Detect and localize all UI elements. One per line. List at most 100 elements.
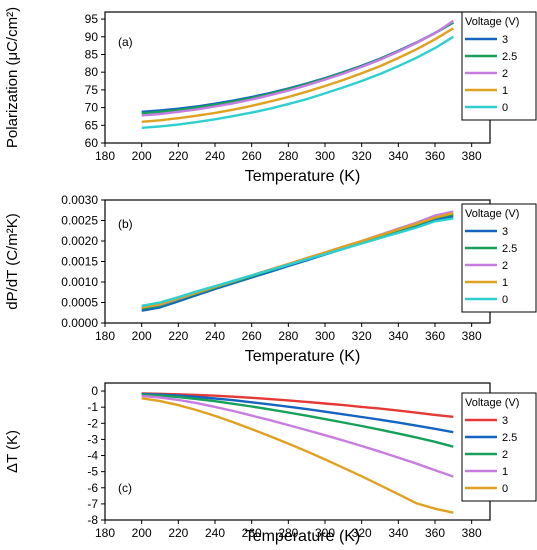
series-line-0 bbox=[141, 35, 454, 129]
x-tick-label: 300 bbox=[315, 329, 335, 343]
y-tick-label: 75 bbox=[85, 83, 99, 97]
legend: Voltage (V) 3 2.5 2 1 0 bbox=[461, 392, 537, 502]
legend-label: 0 bbox=[502, 294, 508, 306]
x-tick-label: 300 bbox=[315, 149, 335, 163]
y-tick-label: 95 bbox=[85, 12, 99, 26]
series-line-0 bbox=[141, 217, 454, 307]
x-tick-label: 380 bbox=[462, 329, 482, 343]
y-tick-label: -1 bbox=[87, 400, 98, 414]
x-tick-label: 180 bbox=[95, 149, 115, 163]
x-axis-title: Temperature (K) bbox=[245, 528, 361, 545]
x-tick-label: 380 bbox=[462, 149, 482, 163]
y-tick-label: 0.0010 bbox=[61, 275, 98, 289]
y-tick-label: 0.0000 bbox=[61, 316, 98, 330]
series-line-3 bbox=[141, 21, 454, 113]
y-tick-label: -7 bbox=[87, 497, 98, 511]
y-tick-label: -2 bbox=[87, 416, 98, 430]
chart-panel-b: 180 200 220 240 260 280 300 320 340 360 3800.00000… bbox=[4, 193, 537, 365]
x-tick-label: 340 bbox=[388, 526, 408, 540]
x-tick-label: 360 bbox=[425, 329, 445, 343]
x-tick-label: 240 bbox=[205, 526, 225, 540]
x-tick-label: 240 bbox=[205, 329, 225, 343]
x-tick-label: 200 bbox=[132, 526, 152, 540]
series-line-2 bbox=[141, 393, 454, 448]
legend-label: 2.5 bbox=[502, 51, 517, 63]
x-tick-label: 220 bbox=[168, 149, 188, 163]
x-tick-label: 280 bbox=[278, 149, 298, 163]
legend-label: 2.5 bbox=[502, 432, 517, 444]
x-tick-label: 380 bbox=[462, 526, 482, 540]
legend: Voltage (V) 3 2.5 2 1 0 bbox=[461, 11, 537, 121]
y-tick-label: 85 bbox=[85, 47, 99, 61]
y-tick-label: 0.0015 bbox=[61, 255, 98, 269]
y-tick-label: 0.0030 bbox=[61, 193, 98, 207]
legend-title: Voltage (V) bbox=[465, 397, 519, 409]
x-tick-label: 280 bbox=[278, 526, 298, 540]
x-tick-label: 220 bbox=[168, 329, 188, 343]
legend-label: 0 bbox=[502, 483, 508, 495]
x-tick-label: 200 bbox=[132, 149, 152, 163]
legend-title: Voltage (V) bbox=[465, 16, 519, 28]
x-tick-label: 280 bbox=[278, 329, 298, 343]
series-line-2 bbox=[141, 19, 454, 117]
series-line-0 bbox=[141, 397, 454, 514]
x-tick-label: 320 bbox=[352, 329, 372, 343]
series-line-1 bbox=[141, 27, 454, 123]
panel-label: (b) bbox=[118, 217, 133, 231]
panel-label: (a) bbox=[118, 35, 133, 49]
y-tick-label: 60 bbox=[85, 136, 99, 150]
y-tick-label: -6 bbox=[87, 481, 98, 495]
x-tick-label: 200 bbox=[132, 329, 152, 343]
y-tick-label: 0.0005 bbox=[61, 296, 98, 310]
y-tick-label: -3 bbox=[87, 432, 98, 446]
legend-label: 1 bbox=[502, 277, 508, 289]
series-line-2-5 bbox=[141, 21, 454, 115]
x-tick-label: 320 bbox=[352, 149, 372, 163]
y-tick-label: -8 bbox=[87, 513, 98, 527]
x-tick-label: 240 bbox=[205, 149, 225, 163]
y-axis-title: dP/dT (C/m²K) bbox=[4, 213, 21, 309]
y-tick-label: -5 bbox=[87, 465, 98, 479]
x-tick-label: 360 bbox=[425, 526, 445, 540]
x-tick-label: 320 bbox=[352, 526, 372, 540]
legend-title: Voltage (V) bbox=[465, 208, 519, 220]
legend-label: 0 bbox=[502, 102, 508, 114]
legend-label: 1 bbox=[502, 466, 508, 478]
y-tick-label: 0.0020 bbox=[61, 234, 98, 248]
y-tick-label: -4 bbox=[87, 449, 98, 463]
x-axis-title: Temperature (K) bbox=[245, 168, 361, 185]
y-axis-title: ΔT (K) bbox=[4, 430, 21, 473]
legend-label: 3 bbox=[502, 415, 508, 427]
plot-frame bbox=[104, 382, 491, 521]
y-tick-label: 0 bbox=[91, 384, 98, 398]
x-tick-label: 360 bbox=[425, 149, 445, 163]
chart-panel-a: 180 200 220 240 260 280 300 320 340 360 3806065707… bbox=[4, 7, 537, 185]
legend-label: 3 bbox=[502, 226, 508, 238]
panel-label: (c) bbox=[118, 481, 132, 495]
y-axis-title: Polarization (μC/cm²) bbox=[4, 7, 21, 148]
x-tick-label: 300 bbox=[315, 526, 335, 540]
legend-label: 1 bbox=[502, 85, 508, 97]
legend-label: 3 bbox=[502, 34, 508, 46]
legend-label: 2 bbox=[502, 68, 508, 80]
y-tick-label: 90 bbox=[85, 30, 99, 44]
x-tick-label: 340 bbox=[388, 149, 408, 163]
x-axis-title: Temperature (K) bbox=[245, 348, 361, 365]
legend-label: 2 bbox=[502, 449, 508, 461]
legend-box bbox=[461, 392, 537, 502]
y-tick-label: 0.0025 bbox=[61, 214, 98, 228]
legend-label: 2.5 bbox=[502, 243, 517, 255]
x-tick-label: 340 bbox=[388, 329, 408, 343]
plot-frame bbox=[104, 11, 491, 144]
legend: Voltage (V) 3 2.5 2 1 0 bbox=[461, 203, 537, 313]
x-tick-label: 260 bbox=[242, 329, 262, 343]
series-line-3 bbox=[141, 392, 454, 418]
series-line-1 bbox=[141, 394, 454, 478]
x-tick-label: 260 bbox=[242, 526, 262, 540]
legend-box bbox=[461, 11, 537, 121]
legend-label: 2 bbox=[502, 260, 508, 272]
series-line-2-5 bbox=[141, 392, 454, 434]
y-tick-label: 65 bbox=[85, 118, 99, 132]
x-tick-label: 180 bbox=[95, 526, 115, 540]
